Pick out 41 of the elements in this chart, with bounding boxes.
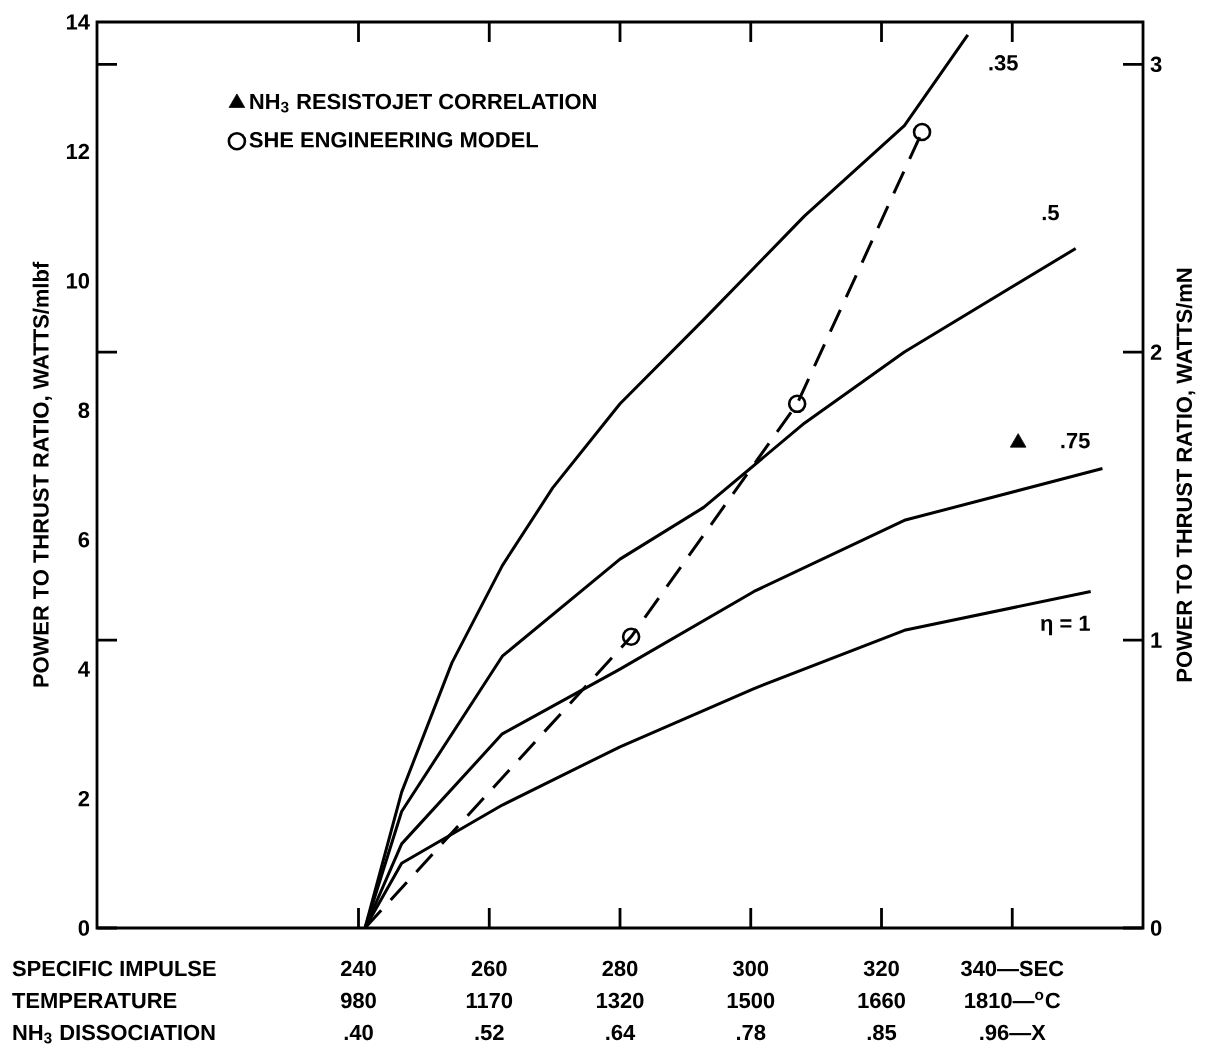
text: 980 bbox=[340, 992, 376, 1009]
text: .96—X bbox=[980, 1024, 1046, 1041]
x-tick-label: 240 bbox=[340, 960, 376, 977]
text: 1320 bbox=[597, 992, 644, 1009]
y-tick-label: 12 bbox=[66, 143, 90, 160]
x-tick-label: 340—SEC bbox=[960, 960, 1064, 977]
x-tick-label: 260 bbox=[471, 960, 507, 977]
x-tick-label: 300 bbox=[732, 960, 769, 977]
series-label: .35 bbox=[989, 55, 1018, 71]
text: 1810—$^{o}$C bbox=[965, 991, 1061, 1009]
text: TEMPERATURE bbox=[12, 992, 177, 1009]
y-tick-label: 8 bbox=[78, 402, 90, 419]
series-label: .5 bbox=[1042, 205, 1059, 221]
y-tick-label: 10 bbox=[66, 273, 90, 289]
text: .64 bbox=[606, 1024, 636, 1041]
series-label: .75 bbox=[1061, 433, 1090, 449]
text: .78 bbox=[737, 1024, 766, 1041]
legend-label: SHE ENGINEERING MODEL bbox=[249, 132, 539, 148]
y-tick-label: 4 bbox=[78, 661, 90, 677]
text: .52 bbox=[475, 1024, 504, 1041]
text: 1660 bbox=[858, 992, 905, 1009]
y-tick-label: 6 bbox=[78, 531, 90, 548]
y2-axis-title: POWER TO THRUST RATIO, WATTS/mN bbox=[1175, 268, 1196, 682]
y-axis-title: POWER TO THRUST RATIO, WATTS/mlbf bbox=[32, 261, 52, 687]
y-tick-label: 0 bbox=[78, 920, 90, 936]
text: .40 bbox=[344, 1024, 373, 1041]
series-label: η = 1 bbox=[1041, 615, 1090, 636]
y2-tick-label: 0 bbox=[1150, 920, 1162, 936]
y-tick-label: 14 bbox=[66, 14, 90, 30]
x-tick-label: 320 bbox=[863, 960, 899, 977]
text: 1500 bbox=[727, 992, 775, 1009]
legend-label: NH$_{3}$ RESISTOJET CORRELATION bbox=[250, 93, 596, 113]
y2-tick-label: 1 bbox=[1151, 632, 1162, 648]
y-tick-label: 2 bbox=[78, 790, 90, 807]
text: 1170 bbox=[466, 992, 513, 1009]
y2-tick-label: 2 bbox=[1150, 344, 1162, 360]
x-tick-label: 280 bbox=[602, 960, 638, 977]
text: NH$_{3}$ DISSOCIATION bbox=[13, 1024, 215, 1044]
text: .85 bbox=[867, 1024, 897, 1041]
x-axis-title: SPECIFIC IMPULSE bbox=[12, 960, 216, 977]
y2-tick-label: 3 bbox=[1150, 56, 1162, 73]
